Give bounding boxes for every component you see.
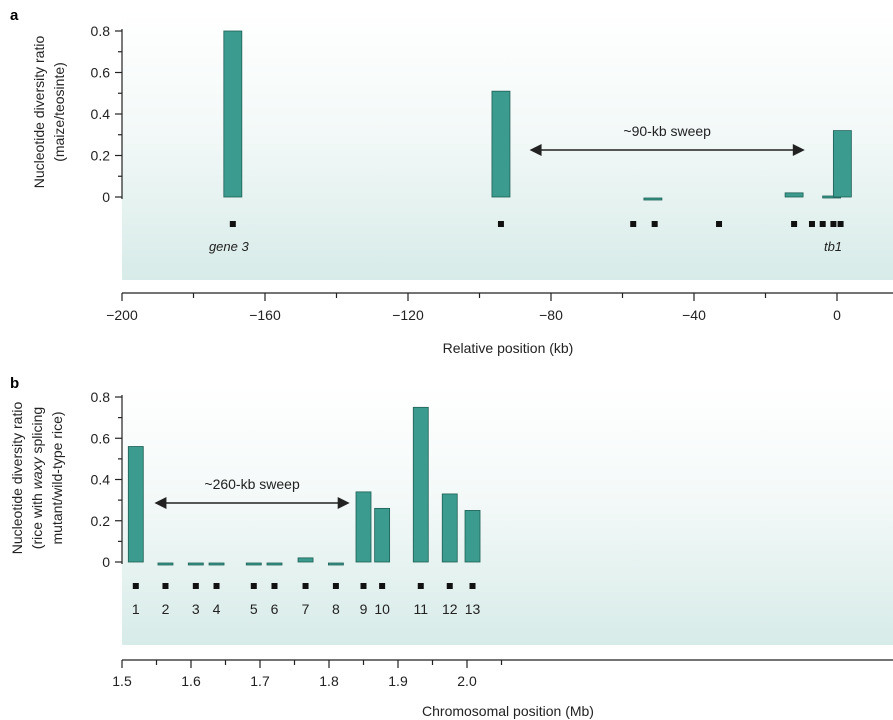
bar: [297, 557, 314, 563]
x-tick-label: −120: [392, 307, 424, 323]
bar: [464, 510, 481, 563]
locus-marker: [791, 221, 798, 227]
locus-marker: [332, 583, 339, 589]
y-tick-label: 0.2: [91, 513, 111, 529]
sweep-arrow-head-right: [337, 497, 350, 509]
sweep-arrow-head-left: [154, 497, 167, 509]
bar: [832, 130, 852, 198]
y-axis-label-line: Nucleotide diversity ratio: [9, 402, 25, 555]
bar: [208, 562, 225, 566]
bar: [127, 446, 144, 563]
bar: [491, 90, 511, 198]
bar: [643, 197, 663, 201]
locus-number-label: 6: [271, 601, 279, 617]
bar: [784, 192, 804, 198]
locus-marker: [651, 221, 658, 227]
bar: [355, 491, 372, 563]
locus-number-label: 4: [213, 601, 221, 617]
y-axis-label-line: mutant/wild-type rice): [49, 411, 65, 544]
locus-marker: [271, 583, 278, 589]
bar: [245, 562, 262, 566]
plot-background: [122, 385, 893, 645]
bar: [157, 562, 174, 566]
locus-number-label: 11: [413, 601, 428, 617]
locus-marker: [837, 221, 844, 227]
x-tick-label: 1.7: [250, 673, 270, 689]
bar: [441, 493, 458, 563]
x-axis-label: Relative position (kb): [443, 340, 574, 356]
locus-marker: [302, 583, 309, 589]
x-tick-label: 1.5: [112, 673, 132, 689]
y-tick-label: 0.4: [91, 106, 111, 122]
locus-number-label: 9: [360, 601, 368, 617]
gene-label: gene 3: [209, 239, 250, 254]
locus-marker: [808, 221, 815, 227]
locus-marker: [229, 221, 236, 227]
locus-number-label: 2: [162, 601, 170, 617]
panel-a: a 0 0.2 0.4 0.6 0.8 Nucleotide diversity ratio…: [10, 7, 893, 356]
y-tick-label: 0.4: [91, 472, 111, 488]
locus-marker: [830, 221, 837, 227]
locus-number-label: 8: [332, 601, 340, 617]
locus-number-label: 12: [442, 601, 458, 617]
bar: [412, 406, 429, 563]
locus-marker: [213, 583, 220, 589]
locus-marker: [446, 583, 453, 589]
locus-marker: [497, 221, 504, 227]
locus-number-label: 5: [250, 601, 258, 617]
locus-number-label: 3: [192, 601, 200, 617]
locus-number-label: 1: [132, 601, 140, 617]
locus-marker: [819, 221, 826, 227]
x-tick-label: 1.9: [388, 673, 408, 689]
bar: [187, 562, 204, 566]
bar: [374, 507, 391, 563]
y-tick-label: 0: [102, 554, 110, 570]
locus-marker: [192, 583, 199, 589]
locus-marker: [250, 583, 257, 589]
bar: [327, 562, 344, 566]
sweep-arrow-head-left: [529, 144, 542, 156]
sweep-label: ~90-kb sweep: [623, 123, 711, 139]
gene-label: tb1: [824, 239, 842, 254]
locus-marker: [630, 221, 637, 227]
bar: [223, 30, 243, 198]
y-axis-label-line: (rice with waxy splicing: [29, 407, 45, 549]
y-tick-label: 0.8: [91, 23, 111, 39]
x-tick-label: 1.6: [181, 673, 201, 689]
y-tick-label: 0.6: [91, 65, 111, 81]
y-tick-label: 0.8: [91, 389, 111, 405]
x-tick-label: 0: [833, 307, 841, 323]
locus-number-label: 7: [302, 601, 310, 617]
x-tick-label: 1.8: [319, 673, 339, 689]
locus-marker: [469, 583, 476, 589]
x-tick-label: −40: [682, 307, 706, 323]
panel-letter: a: [10, 7, 19, 24]
y-axis-label-line: Nucleotide diversity ratio: [31, 36, 47, 189]
locus-marker: [716, 221, 723, 227]
panel-letter: b: [10, 375, 19, 392]
bar: [266, 562, 283, 566]
x-tick-label: −160: [249, 307, 281, 323]
sweep-label: ~260-kb sweep: [204, 476, 300, 492]
y-tick-label: 0.2: [91, 148, 111, 164]
locus-marker: [360, 583, 367, 589]
x-tick-label: 2.0: [457, 673, 477, 689]
sweep-arrow-head-right: [792, 144, 805, 156]
y-tick-label: 0: [102, 189, 110, 205]
x-tick-label: −80: [539, 307, 563, 323]
locus-marker: [379, 583, 386, 589]
locus-marker: [132, 583, 139, 589]
y-axis-label-line: (maize/teosinte): [51, 62, 67, 162]
locus-number-label: 13: [465, 601, 481, 617]
panel-b: b 0 0.2 0.4 0.6 0.8 Nucleotide diversity ratio…: [9, 375, 893, 719]
locus-marker: [162, 583, 169, 589]
x-tick-label: −200: [106, 307, 138, 323]
x-axis-label: Chromosomal position (Mb): [422, 703, 594, 719]
locus-number-label: 10: [374, 601, 390, 617]
locus-marker: [417, 583, 424, 589]
y-tick-label: 0.6: [91, 430, 111, 446]
